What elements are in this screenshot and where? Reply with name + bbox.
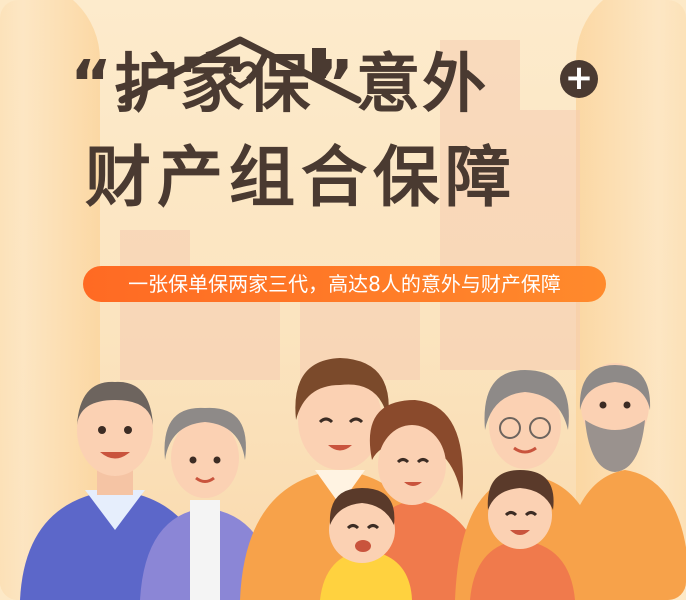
plus-icon: + bbox=[560, 60, 598, 98]
grandma-left bbox=[140, 407, 275, 600]
subtitle-banner: 一张保单保两家三代，高达8人的意外与财产保障 bbox=[83, 266, 606, 302]
building bbox=[520, 110, 580, 370]
baby-girl bbox=[320, 488, 412, 600]
building bbox=[440, 40, 520, 370]
boy bbox=[470, 470, 575, 600]
title-line-1: “护家保”意外 bbox=[70, 48, 489, 122]
family-illustration bbox=[20, 358, 686, 600]
house-roof-icon bbox=[118, 36, 362, 104]
grandpa-right bbox=[560, 363, 686, 600]
building bbox=[120, 230, 190, 380]
title-line-2: 财产组合保障 bbox=[85, 139, 517, 216]
